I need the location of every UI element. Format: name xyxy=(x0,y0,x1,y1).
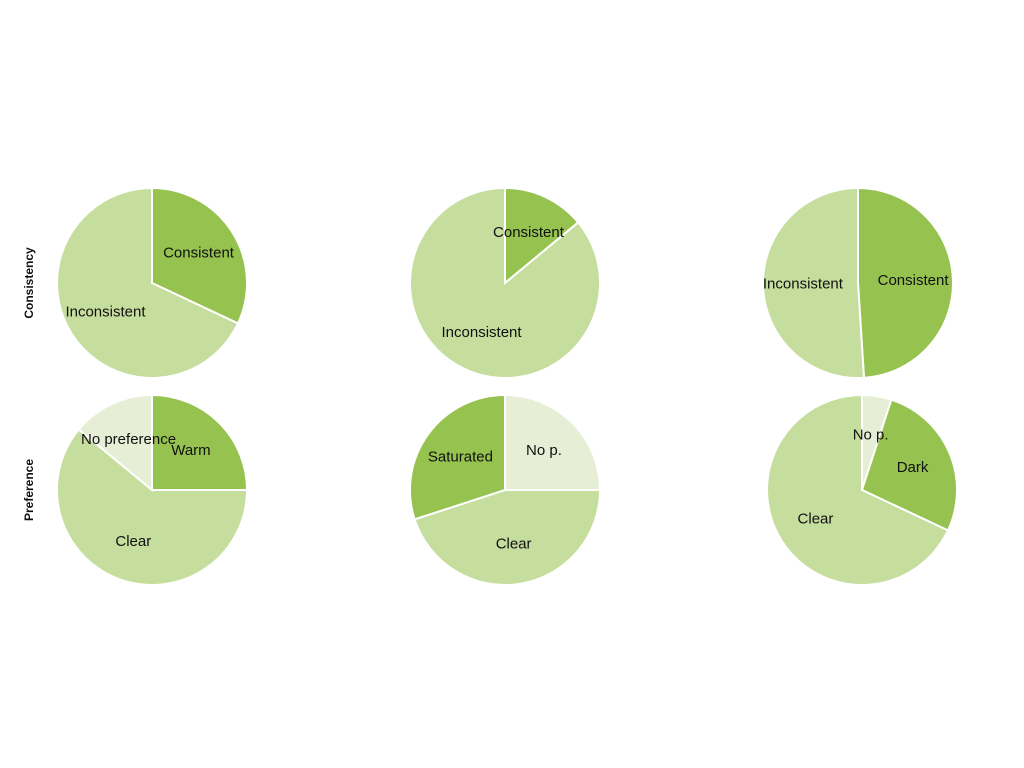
row-label: Consistency xyxy=(22,247,36,319)
slice-label: Clear xyxy=(798,510,834,527)
slice-label: No p. xyxy=(853,427,889,444)
pie-slice xyxy=(413,489,602,586)
slice-label: Warm xyxy=(171,442,210,459)
slice-label: Inconsistent xyxy=(763,276,844,293)
slice-label: Inconsistent xyxy=(65,303,146,320)
pie-slice xyxy=(56,186,240,379)
pie-slice xyxy=(56,428,249,586)
slice-label: No p. xyxy=(526,442,562,459)
slice-label: Dark xyxy=(897,459,929,476)
pie-slice xyxy=(857,186,955,379)
pie-slice xyxy=(151,186,248,325)
pie-slice xyxy=(151,393,249,491)
pie-slice xyxy=(504,186,580,286)
pie-slice xyxy=(77,393,153,493)
slice-label: No preference xyxy=(81,431,176,448)
slice-label: Consistent xyxy=(878,272,950,289)
slice-label: Consistent xyxy=(163,244,235,261)
slice-label: Clear xyxy=(115,533,151,550)
pie-slice xyxy=(762,186,866,379)
pie-slice xyxy=(504,393,602,491)
slice-label: Consistent xyxy=(493,224,565,241)
pie-slice xyxy=(766,393,950,586)
pie-slice xyxy=(409,393,506,521)
pie-slice xyxy=(860,398,958,532)
slice-label: Inconsistent xyxy=(442,324,523,341)
pie-slice xyxy=(409,186,601,379)
slice-label: Saturated xyxy=(428,449,493,466)
slice-label: Clear xyxy=(496,535,532,552)
row-label: Preference xyxy=(22,459,36,521)
